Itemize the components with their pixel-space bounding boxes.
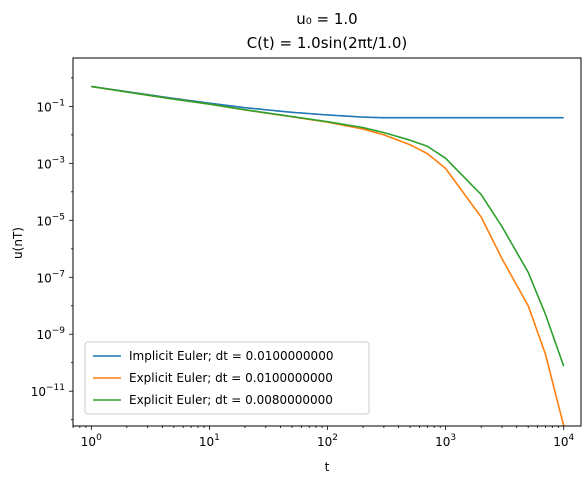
legend-label-1: Implicit Euler; dt = 0.0100000000 bbox=[129, 349, 333, 363]
plot-frame bbox=[72, 57, 582, 427]
x-tick-label: 102 bbox=[317, 433, 338, 449]
y-tick-label: 10−3 bbox=[36, 155, 65, 171]
y-tick-label: 10−11 bbox=[31, 383, 65, 399]
legend-label-2: Explicit Euler; dt = 0.0100000000 bbox=[129, 371, 333, 385]
chart-title: u₀ = 1.0 C(t) = 1.0sin(2πt/1.0) bbox=[247, 10, 408, 52]
x-axis-label: t bbox=[325, 460, 330, 474]
legend-box bbox=[84, 341, 370, 415]
y-tick-label: 10−7 bbox=[36, 269, 65, 285]
x-tick-label: 101 bbox=[199, 433, 220, 449]
chart-title-line-1: u₀ = 1.0 bbox=[296, 10, 357, 28]
chart-title-line-2: C(t) = 1.0sin(2πt/1.0) bbox=[247, 34, 408, 52]
y-tick-label: 10−1 bbox=[36, 98, 65, 114]
series-line-1 bbox=[91, 85, 564, 119]
x-axis: 100 101 102 103 104 bbox=[72, 426, 575, 449]
x-tick-label: 100 bbox=[81, 433, 102, 449]
series-line-3 bbox=[91, 85, 565, 367]
y-axis-label: u(nT) bbox=[11, 227, 25, 259]
x-tick-label: 104 bbox=[553, 433, 574, 449]
legend-label-3: Explicit Euler; dt = 0.0080000000 bbox=[129, 393, 333, 407]
y-tick-label: 10−5 bbox=[36, 212, 65, 228]
plot-lines bbox=[91, 85, 565, 427]
y-tick-label: 10−9 bbox=[36, 326, 65, 342]
y-axis: 10−11 10−9 10−7 10−5 10−3 10−1 bbox=[31, 77, 73, 421]
x-tick-label: 103 bbox=[435, 433, 456, 449]
legend: Implicit Euler; dt = 0.0100000000 Explici… bbox=[84, 341, 370, 415]
